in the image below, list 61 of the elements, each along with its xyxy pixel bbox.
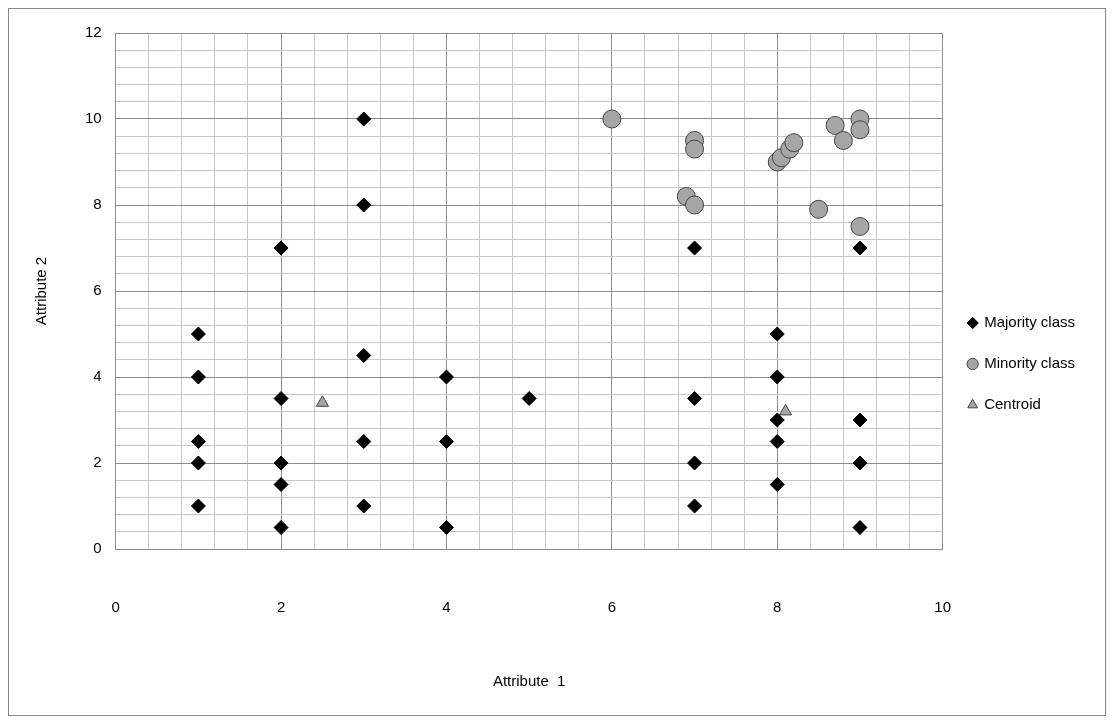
y-tick-label: 2 — [93, 453, 102, 471]
legend-label: Minority class — [984, 354, 1076, 372]
legend-label: Centroid — [984, 395, 1041, 413]
point — [852, 412, 868, 428]
point — [315, 395, 329, 407]
point — [852, 520, 868, 535]
point — [687, 498, 703, 514]
point — [190, 498, 206, 514]
point — [190, 369, 206, 385]
point — [687, 391, 703, 406]
point — [778, 403, 793, 416]
x-tick-label: 2 — [276, 598, 286, 616]
point — [438, 434, 454, 449]
point — [850, 120, 870, 140]
point — [833, 131, 853, 150]
point — [190, 434, 206, 449]
point — [850, 217, 870, 236]
point — [769, 412, 785, 428]
y-tick-label: 4 — [93, 367, 102, 385]
point — [356, 111, 372, 127]
x-axis-title: Attribute 1 — [492, 672, 566, 690]
y-tick-label: 8 — [93, 195, 102, 213]
point — [687, 455, 703, 471]
point — [852, 240, 868, 256]
point — [602, 109, 622, 129]
x-tick-label: 4 — [442, 598, 451, 616]
point — [273, 520, 289, 535]
point — [852, 455, 868, 471]
point — [685, 139, 705, 159]
y-tick-label: 0 — [93, 539, 102, 557]
point — [356, 498, 372, 514]
point — [809, 199, 829, 219]
point — [356, 434, 372, 449]
point — [521, 391, 537, 406]
point — [685, 195, 705, 215]
point — [687, 240, 703, 256]
x-tick-label: 10 — [934, 598, 951, 616]
point — [784, 133, 804, 153]
y-tick-label: 10 — [85, 109, 102, 127]
point — [769, 477, 785, 492]
point — [769, 326, 785, 342]
y-axis-title: Attribute 2 — [32, 256, 50, 326]
x-tick-label: 6 — [607, 598, 617, 616]
point — [273, 477, 289, 492]
y-tick-label: 12 — [85, 23, 102, 41]
point — [438, 369, 454, 385]
x-tick-label: 8 — [773, 598, 782, 616]
point — [190, 455, 206, 471]
point — [356, 348, 372, 363]
y-tick-label: 6 — [93, 281, 102, 299]
point — [273, 391, 289, 406]
point — [190, 326, 206, 342]
point — [769, 369, 785, 385]
point — [273, 455, 289, 471]
legend-label: Majority class — [984, 313, 1076, 331]
point — [825, 115, 845, 135]
point — [356, 197, 372, 213]
point — [769, 434, 785, 449]
point — [438, 520, 454, 535]
x-tick-label: 0 — [111, 598, 120, 616]
point — [273, 240, 289, 256]
